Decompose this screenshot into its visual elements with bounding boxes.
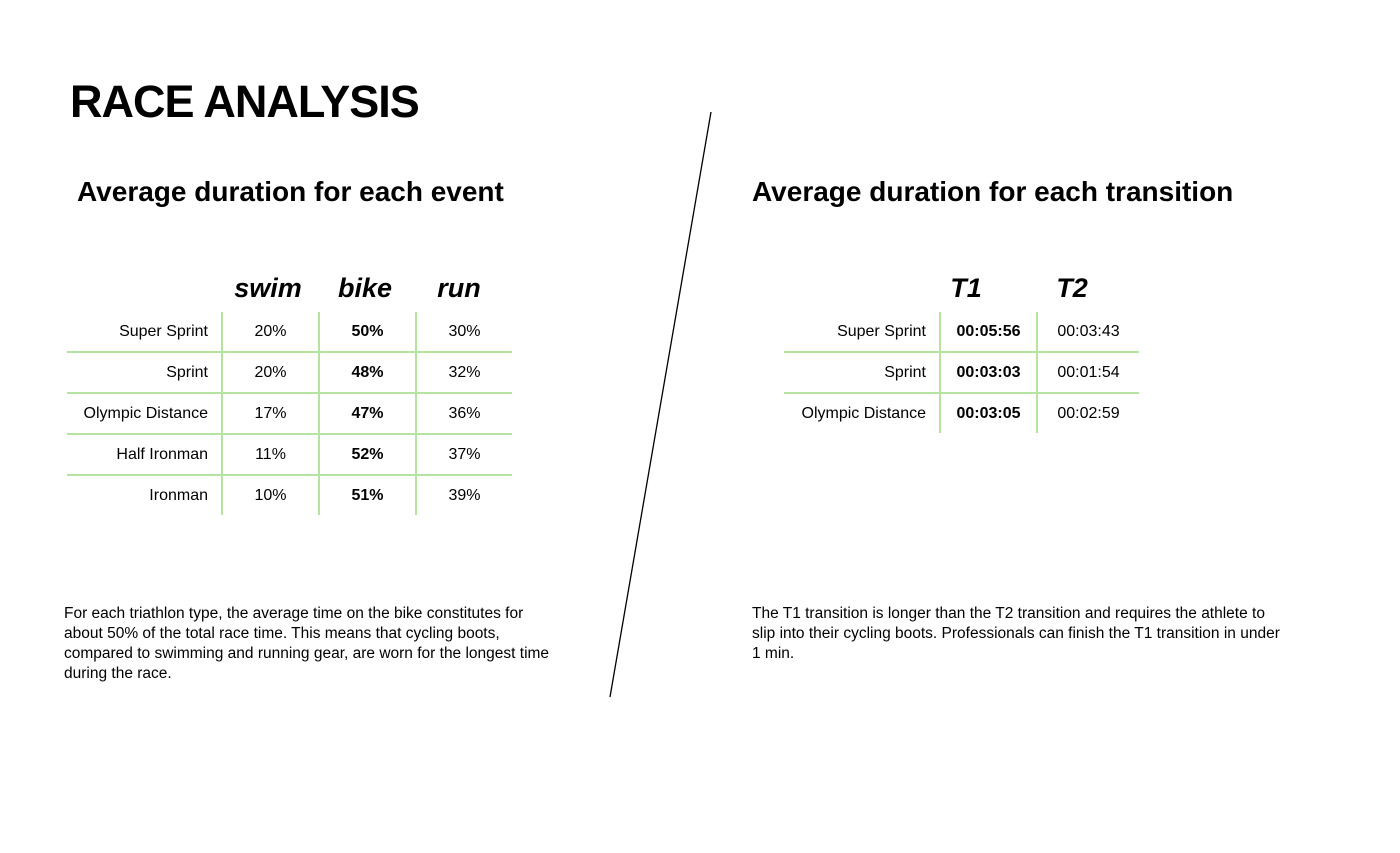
row-label: Super Sprint [119, 322, 208, 340]
bike-value: 48% [318, 351, 416, 393]
column-header-bike: bike [337, 273, 393, 303]
row-label: Ironman [67, 474, 222, 515]
table-row: Super Sprint 00:05:56 00:03:43 [784, 312, 1139, 352]
row-label: Super Sprint [837, 322, 926, 340]
swim-value: 11% [221, 433, 319, 475]
table-row: Sprint 20% 48% 32% [67, 351, 512, 393]
bike-value: 51% [318, 474, 416, 515]
transitions-description: The T1 transition is longer than the T2 … [752, 605, 1280, 662]
bike-value: 47% [318, 392, 416, 434]
events-table: Super Sprint 20% 50% 30% Sprint 20% 48% … [67, 312, 512, 515]
t1-value: 00:03:05 [939, 392, 1037, 433]
column-header-swim: swim [234, 273, 302, 303]
swim-value: 10% [221, 474, 319, 515]
table-row: Super Sprint 20% 50% 30% [67, 312, 512, 352]
table-row: Olympic Distance 00:03:05 00:02:59 [784, 392, 1139, 433]
run-value: 32% [415, 351, 512, 393]
row-label: Olympic Distance [784, 392, 940, 433]
table-row: Sprint 00:03:03 00:01:54 [784, 351, 1139, 393]
bike-value: 52% [318, 433, 416, 475]
swim-value: 20% [221, 351, 319, 393]
t2-value: 00:02:59 [1036, 392, 1139, 433]
row-label: Olympic Distance [67, 392, 222, 434]
t2-value: 00:01:54 [1036, 351, 1139, 393]
t2-value: 00:03:43 [1036, 312, 1139, 352]
table-row: Ironman 10% 51% 39% [67, 474, 512, 515]
events-heading: Average duration for each event [77, 176, 504, 207]
table-row: Half Ironman 11% 52% 37% [67, 433, 512, 475]
swim-value: 20% [221, 312, 319, 352]
swim-value: 17% [221, 392, 319, 434]
transitions-heading: Average duration for each transition [752, 176, 1234, 207]
page-title: RACE ANALYSIS [70, 76, 420, 127]
row-label: Sprint [67, 351, 222, 393]
column-header-run: run [437, 273, 481, 303]
column-header-t2: T2 [1056, 273, 1088, 303]
transitions-table: Super Sprint 00:05:56 00:03:43 Sprint 00… [784, 312, 1139, 433]
run-value: 37% [415, 433, 512, 475]
column-header-t1: T1 [950, 273, 982, 303]
table-row: Olympic Distance 17% 47% 36% [67, 392, 512, 434]
run-value: 36% [415, 392, 512, 434]
bike-value: 50% [318, 312, 416, 352]
row-label: Half Ironman [67, 433, 222, 475]
row-label: Sprint [784, 351, 940, 393]
t1-value: 00:03:03 [939, 351, 1037, 393]
run-value: 39% [415, 474, 512, 515]
run-value: 30% [415, 312, 512, 352]
events-description: For each triathlon type, the average tim… [64, 605, 550, 682]
t1-value: 00:05:56 [939, 312, 1037, 352]
